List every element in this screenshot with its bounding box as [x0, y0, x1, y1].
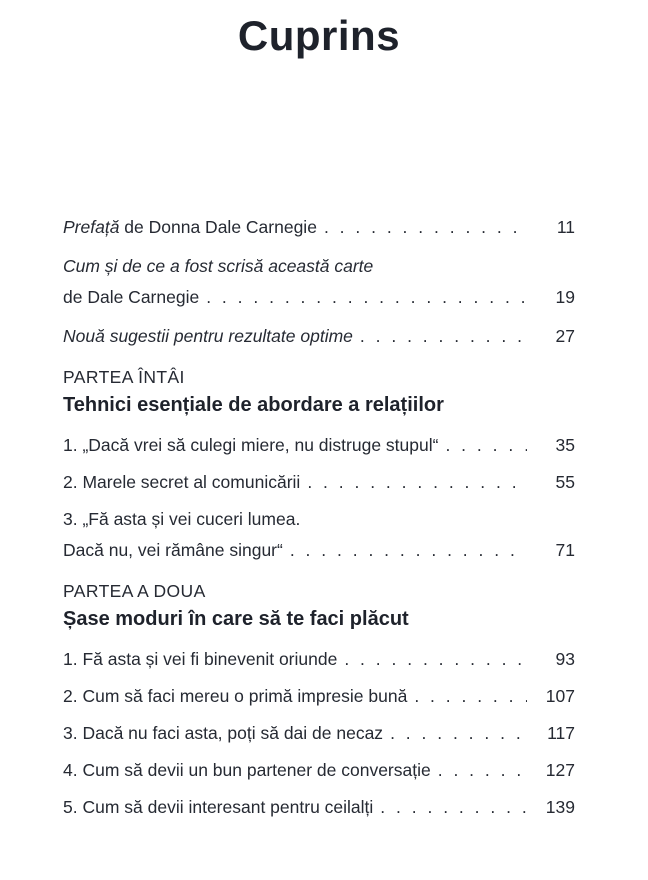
page-number: 93: [555, 649, 575, 669]
dot-leader: [290, 535, 527, 566]
page-number: 19: [555, 287, 575, 307]
toc-entry-row: de Dale Carnegie 19: [63, 282, 575, 313]
toc-entry-title-italic: Prefață: [63, 217, 120, 237]
part-1-header: PARTEA ÎNTÂI Tehnici esențiale de aborda…: [63, 364, 575, 420]
toc-chapter-label: 1. „Dacă vrei să culegi miere, nu distru…: [63, 435, 439, 455]
toc-chapter: 1. „Dacă vrei să culegi miere, nu distru…: [63, 430, 575, 461]
page-title: Cuprins: [237, 12, 401, 59]
part-1-kicker: PARTEA ÎNTÂI: [63, 367, 185, 387]
toc-entry-row: 3. Dacă nu faci asta, poți să dai de nec…: [63, 718, 575, 749]
toc-entry-row: Prefață de Donna Dale Carnegie 11: [63, 212, 575, 243]
page-number: 71: [555, 540, 575, 560]
page-number: 107: [545, 686, 575, 706]
toc-entry-row: Dacă nu, vei rămâne singur“ 71: [63, 535, 575, 566]
dot-leader: [390, 718, 527, 749]
toc-chapter-label: 3. Dacă nu faci asta, poți să dai de nec…: [63, 723, 384, 743]
toc-chapter: 3. Dacă nu faci asta, poți să dai de nec…: [63, 718, 575, 749]
part-1-title: Tehnici esențiale de abordare a relațiil…: [63, 394, 444, 416]
toc-entry-title-regular: de Donna Dale Carnegie: [119, 217, 317, 237]
dot-leader: [206, 282, 527, 313]
toc-chapter-label: 1. Fă asta și vei fi binevenit oriunde: [63, 649, 338, 669]
part-2-header: PARTEA A DOUA Șase moduri în care să te …: [63, 578, 575, 634]
dot-leader: [414, 681, 527, 712]
dot-leader: [307, 467, 527, 498]
page-number: 27: [555, 326, 575, 346]
dot-leader: [445, 430, 527, 461]
toc-chapter-line1: 3. „Fă asta și vei cuceri lumea.: [63, 509, 301, 529]
dot-leader: [380, 792, 527, 823]
dot-leader: [344, 644, 527, 675]
toc-chapter: 3. „Fă asta și vei cuceri lumea. Dacă nu…: [63, 504, 575, 566]
dot-leader: [438, 755, 527, 786]
page-number: 139: [545, 797, 575, 817]
toc-entry-prefata: Prefață de Donna Dale Carnegie 11: [63, 212, 575, 243]
toc-entry-row: Nouă sugestii pentru rezultate optime 27: [63, 321, 575, 352]
toc-entry-line1: Cum și de ce a fost scrisă această carte: [63, 256, 374, 276]
toc-chapter-label: 2. Cum să faci mereu o primă impresie bu…: [63, 686, 408, 706]
dot-leader: [324, 212, 527, 243]
toc-chapter: 2. Marele secret al comunicării 55: [63, 467, 575, 498]
toc-entry-row: 5. Cum să devii interesant pentru ceilal…: [63, 792, 575, 823]
toc-chapter-line2: Dacă nu, vei rămâne singur“: [63, 540, 283, 560]
toc-entry-row: 2. Marele secret al comunicării 55: [63, 467, 575, 498]
toc-entry-line2: de Dale Carnegie: [63, 287, 200, 307]
toc-chapter-label: 5. Cum să devii interesant pentru ceilal…: [63, 797, 374, 817]
dot-leader: [360, 321, 527, 352]
toc-list: Prefață de Donna Dale Carnegie 11 Cum și…: [63, 212, 575, 823]
toc-chapter: 1. Fă asta și vei fi binevenit oriunde 9…: [63, 644, 575, 675]
part-2-kicker: PARTEA A DOUA: [63, 581, 206, 601]
toc-entry-label: Prefață de Donna Dale Carnegie: [63, 212, 317, 243]
toc-entry-noua-sugestii: Nouă sugestii pentru rezultate optime 27: [63, 321, 575, 352]
page-number: 127: [545, 760, 575, 780]
toc-entry-row: 1. „Dacă vrei să culegi miere, nu distru…: [63, 430, 575, 461]
part-2-title: Șase moduri în care să te faci plăcut: [63, 608, 409, 630]
toc-entry-row: 2. Cum să faci mereu o primă impresie bu…: [63, 681, 575, 712]
toc-entry-row: 4. Cum să devii un bun partener de conve…: [63, 755, 575, 786]
toc-chapter: 2. Cum să faci mereu o primă impresie bu…: [63, 681, 575, 712]
toc-chapter-label: 4. Cum să devii un bun partener de conve…: [63, 760, 431, 780]
page-number: 117: [547, 723, 575, 743]
toc-chapter: 5. Cum să devii interesant pentru ceilal…: [63, 792, 575, 823]
toc-chapter-label: 2. Marele secret al comunicării: [63, 472, 301, 492]
page-number: 35: [555, 435, 575, 455]
toc-page: Cuprins Prefață de Donna Dale Carnegie 1…: [0, 10, 648, 880]
page-number: 11: [556, 217, 575, 237]
toc-entry-row: 1. Fă asta și vei fi binevenit oriunde 9…: [63, 644, 575, 675]
toc-entry-label: Nouă sugestii pentru rezultate optime: [63, 326, 353, 346]
page-number: 55: [555, 472, 575, 492]
toc-chapter: 4. Cum să devii un bun partener de conve…: [63, 755, 575, 786]
toc-entry-cum-si-de-ce: Cum și de ce a fost scrisă această carte…: [63, 251, 575, 313]
